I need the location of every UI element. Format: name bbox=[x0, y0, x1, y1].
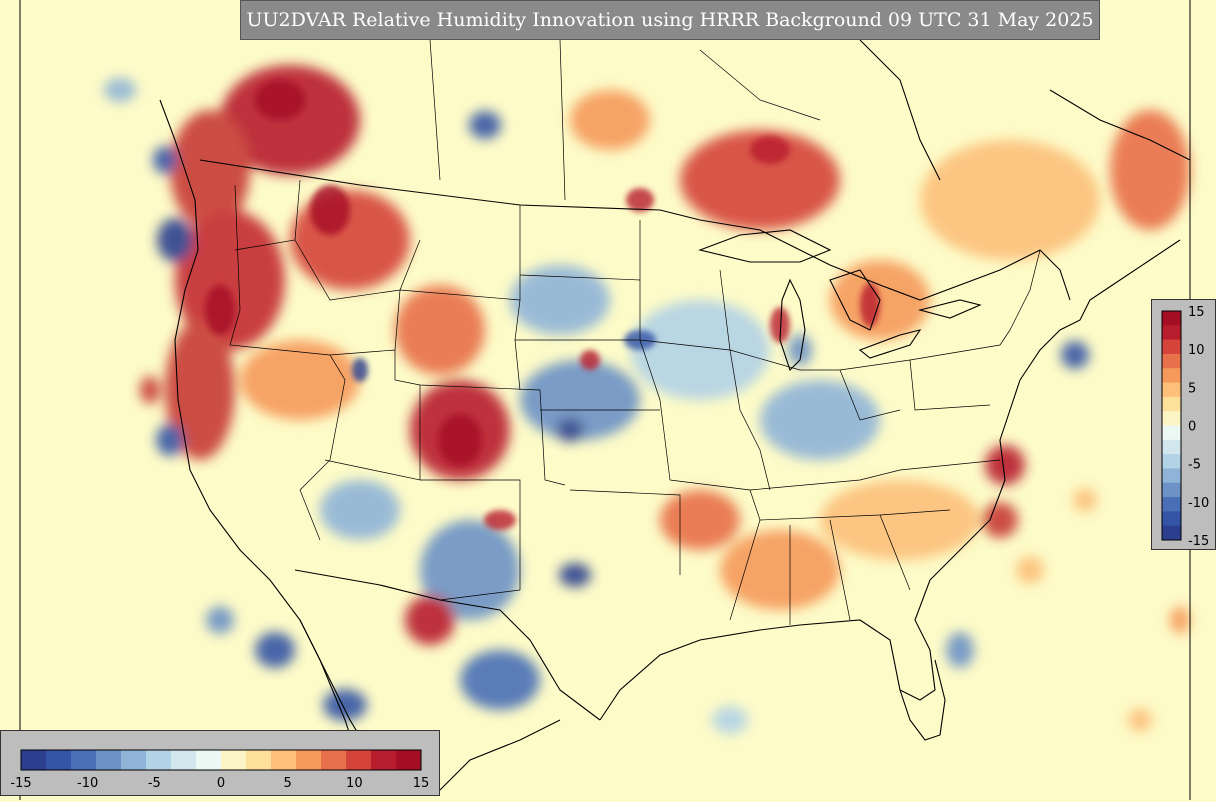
colorbar-h-swatch bbox=[321, 750, 347, 770]
colorbar-v-swatch bbox=[1162, 425, 1181, 441]
colorbar-v-swatch bbox=[1162, 439, 1181, 455]
colorbar-v-border bbox=[1161, 310, 1182, 541]
colorbar-v-swatch bbox=[1162, 411, 1181, 426]
colorbar-v-swatch bbox=[1162, 368, 1181, 384]
state-borders bbox=[229, 39, 1041, 625]
colorbar-v-swatch bbox=[1162, 482, 1181, 498]
colorbar-v-swatch bbox=[1162, 339, 1181, 355]
colorbar-v-swatch bbox=[1162, 353, 1181, 369]
colorbar-h-swatch bbox=[246, 750, 272, 770]
hudson-region bbox=[859, 39, 941, 181]
colorbar-v-swatch bbox=[1162, 454, 1181, 469]
colorbar-h-tick-label: 15 bbox=[413, 776, 430, 791]
colorbar-v-swatch bbox=[1162, 525, 1181, 541]
colorbar-h-tick-label: -5 bbox=[148, 776, 161, 791]
humidity-innovation-field bbox=[104, 65, 1190, 734]
colorbar-h-swatch bbox=[346, 750, 372, 770]
lake-michigan bbox=[779, 278, 806, 372]
colorbar-h-swatch bbox=[121, 750, 147, 770]
colorbar-h-swatch bbox=[296, 750, 322, 770]
colorbar-h-swatch bbox=[71, 750, 97, 770]
lake-erie bbox=[858, 329, 922, 359]
map-title: UU2DVAR Relative Humidity Innovation usi… bbox=[240, 0, 1100, 40]
florida bbox=[899, 659, 946, 741]
colorbar-v-swatch bbox=[1162, 325, 1181, 341]
colorbar-v-swatch bbox=[1162, 497, 1181, 512]
colorbar-v-tick-label: 10 bbox=[1188, 343, 1205, 358]
colorbar-h-tick-label: -15 bbox=[10, 776, 31, 791]
colorbar-h-swatch bbox=[221, 750, 247, 770]
colorbar-vertical-svg: 15 10 5 0 -5 -10 -15 bbox=[1161, 305, 1209, 549]
colorbar-v-swatch bbox=[1162, 382, 1181, 398]
colorbar-h-tick-label: -10 bbox=[77, 776, 98, 791]
lake-huron bbox=[829, 269, 881, 331]
colorbar-v-tick-label: -10 bbox=[1188, 496, 1209, 511]
colorbar-v-tick-label: -5 bbox=[1188, 458, 1201, 473]
colorbar-v-tick-label: 0 bbox=[1188, 420, 1196, 435]
colorbar-v-tick-label: -15 bbox=[1188, 534, 1209, 549]
colorbar-v-swatch bbox=[1162, 511, 1181, 527]
colorbar-h-swatch bbox=[171, 750, 197, 770]
colorbar-h-swatch bbox=[21, 750, 47, 770]
colorbar-v-tick-label: 5 bbox=[1188, 381, 1196, 396]
colorbar-horizontal-svg: -15 -10 -5 0 5 10 15 bbox=[10, 749, 430, 791]
canada-east bbox=[1049, 89, 1191, 161]
colorbar-h-swatch bbox=[196, 750, 222, 770]
colorbar-h-swatch bbox=[46, 750, 72, 770]
colorbar-v-swatch bbox=[1162, 396, 1181, 412]
lake-ontario bbox=[917, 299, 982, 319]
colorbar-horizontal: -15 -10 -5 0 5 10 15 bbox=[0, 730, 440, 796]
mexico-coast bbox=[439, 719, 561, 791]
colorbar-vertical: 15 10 5 0 -5 -10 -15 bbox=[1151, 299, 1216, 550]
colorbar-h-swatch bbox=[371, 750, 397, 770]
colorbar-v-tick-label: 15 bbox=[1188, 305, 1205, 320]
colorbar-h-tick-label: 10 bbox=[346, 776, 363, 791]
colorbar-h-tick-label: 0 bbox=[217, 776, 225, 791]
east-coast bbox=[1019, 239, 1181, 381]
gulf-coast bbox=[599, 379, 1021, 721]
colorbar-h-swatch bbox=[96, 750, 122, 770]
colorbar-v-swatch bbox=[1162, 468, 1181, 484]
colorbar-h-swatch bbox=[146, 750, 172, 770]
colorbar-h-border bbox=[20, 749, 422, 771]
colorbar-v-swatch bbox=[1162, 311, 1181, 326]
lake-superior bbox=[698, 229, 832, 263]
colorbar-h-swatch bbox=[271, 750, 297, 770]
colorbar-h-tick-label: 5 bbox=[284, 776, 292, 791]
colorbar-h-swatch bbox=[396, 750, 422, 770]
us-mexico-border bbox=[294, 569, 601, 721]
